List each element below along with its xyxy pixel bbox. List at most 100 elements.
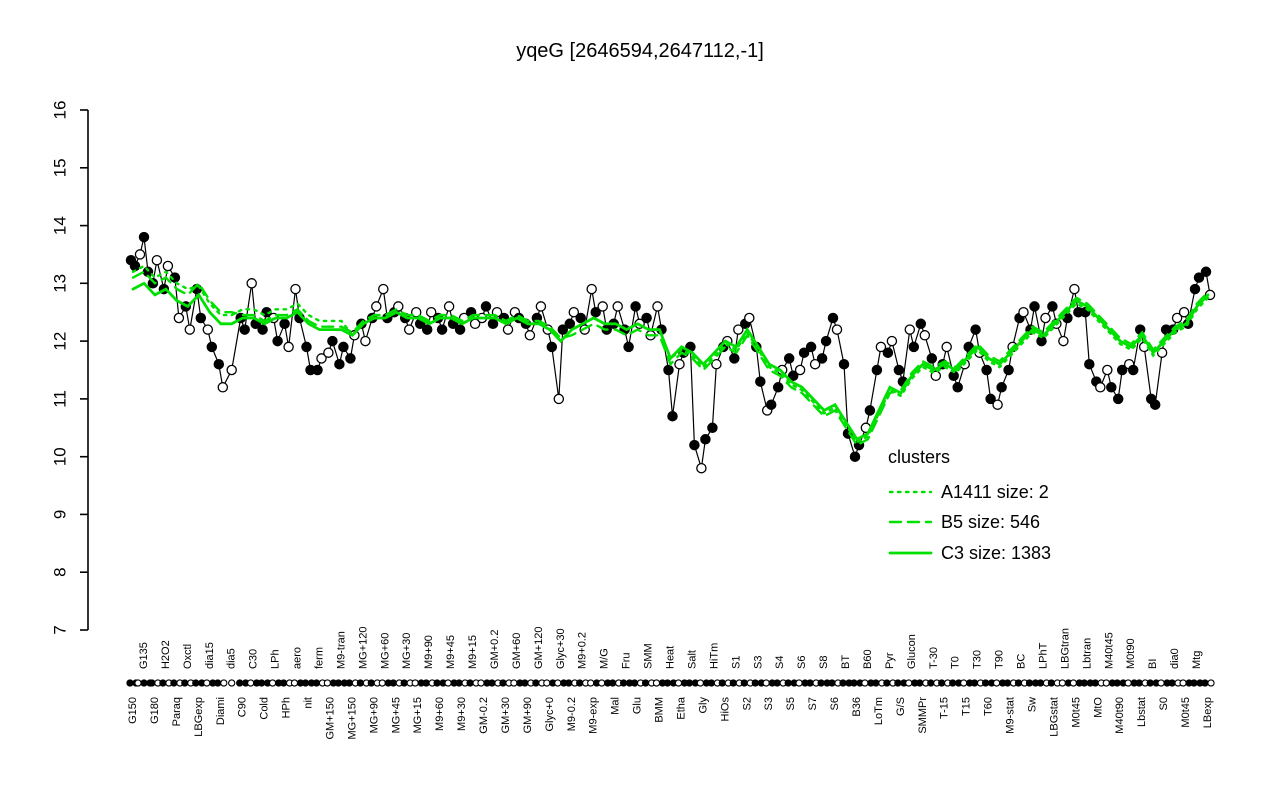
axis-array-dot xyxy=(707,679,716,687)
axis-array-dot xyxy=(257,679,266,687)
axis-array-dot xyxy=(817,679,825,687)
axis-array-dot xyxy=(795,679,803,687)
axis-array-dot xyxy=(1080,679,1088,687)
axis-array-dot xyxy=(938,679,946,687)
data-point-open xyxy=(674,358,685,370)
axis-array-dot xyxy=(1036,679,1045,687)
cluster-line-b5 xyxy=(131,270,1210,447)
data-point-filled xyxy=(915,318,927,330)
axis-array-dot xyxy=(828,679,836,687)
data-point-filled xyxy=(1116,364,1128,376)
x-condition-label: Etha xyxy=(676,696,688,720)
x-condition-label: Glucon xyxy=(906,634,918,669)
axis-array-dot xyxy=(949,679,957,687)
data-point-filled xyxy=(729,353,740,364)
x-condition-label: LBGstat xyxy=(1048,697,1060,737)
x-condition-label: T60 xyxy=(983,697,995,716)
data-point-filled xyxy=(952,382,963,393)
axis-array-dot xyxy=(652,679,661,687)
axis-array-dot xyxy=(400,679,408,687)
data-point-filled xyxy=(623,341,634,353)
x-condition-label: BT xyxy=(840,655,852,669)
x-condition-label: LoTm xyxy=(873,697,885,725)
legend-label-a1411: A1411 size: 2 xyxy=(941,482,1049,502)
axis-array-dot xyxy=(279,679,288,687)
cluster-line-a1411 xyxy=(131,264,1210,444)
axis-array-dot xyxy=(126,679,134,687)
data-point-open xyxy=(184,324,196,335)
x-condition-label: G180 xyxy=(149,697,161,724)
legend-title: clusters xyxy=(888,447,950,467)
axis-array-dot xyxy=(181,679,189,687)
data-point-filled xyxy=(590,306,601,318)
axis-array-dot xyxy=(784,679,792,687)
x-condition-label: dia15 xyxy=(204,642,216,669)
x-condition-label: Gly xyxy=(697,697,709,714)
axis-array-dot xyxy=(301,679,310,687)
axis-array-dot xyxy=(214,679,222,687)
data-point-filled xyxy=(798,347,810,358)
x-condition-label: T-30 xyxy=(928,647,940,669)
axis-array-dot xyxy=(960,679,968,687)
x-condition-label: ferm xyxy=(314,647,326,669)
x-condition-label: S0 xyxy=(1158,697,1170,710)
y-axis: 7 8 9 10 11 12 13 14 15 16 xyxy=(51,101,89,635)
axis-array-dot xyxy=(334,679,343,687)
axis-array-dot xyxy=(565,679,573,687)
data-point-filled xyxy=(213,358,225,370)
x-condition-label: GM+120 xyxy=(533,627,545,670)
x-condition-label: Glu xyxy=(632,697,644,714)
expression-line xyxy=(130,236,1211,469)
axis-array-dot xyxy=(861,679,869,687)
axis-array-dot xyxy=(159,679,167,687)
data-point-filled xyxy=(487,318,499,330)
axis-array-dot xyxy=(992,679,1001,687)
x-condition-label: M40t45 xyxy=(1103,632,1115,669)
x-condition-label: M40t90 xyxy=(1114,697,1126,734)
axis-array-dot xyxy=(916,679,924,687)
x-condition-label: T15 xyxy=(961,697,973,716)
x-condition-label: BI xyxy=(1147,659,1159,669)
data-point-filled xyxy=(1189,283,1201,295)
x-condition-label: Heat xyxy=(665,646,677,669)
axis-array-dot xyxy=(773,679,781,687)
axis-array-dot xyxy=(378,679,386,687)
data-point-open xyxy=(597,301,608,312)
axis-array-dot xyxy=(751,679,759,687)
data-point-filled xyxy=(301,341,312,353)
axis-array-dot xyxy=(466,679,474,687)
data-point-filled xyxy=(1193,272,1205,283)
axis-array-dot xyxy=(587,679,595,687)
x-condition-label: LBexp xyxy=(1202,697,1214,728)
x-condition-label: BMM xyxy=(654,697,666,723)
axis-array-dot xyxy=(203,679,211,687)
x-condition-label: S5 xyxy=(785,697,797,710)
x-condition-label: Salt xyxy=(686,650,698,669)
x-condition-label: MtO xyxy=(1092,697,1104,718)
data-point-open xyxy=(941,341,952,353)
axis-array-dot xyxy=(1102,679,1110,687)
data-point-filled xyxy=(1047,301,1058,312)
axis-array-dot xyxy=(1069,679,1078,687)
x-condition-label: GM+30 xyxy=(500,697,512,733)
data-point-filled xyxy=(838,358,850,370)
data-point-open xyxy=(371,301,382,312)
data-point-filled xyxy=(707,422,718,434)
axis-array-dot xyxy=(1003,679,1012,687)
data-point-open xyxy=(696,462,707,474)
axis-array-dot xyxy=(894,679,902,687)
x-condition-label: HPh xyxy=(281,697,293,718)
x-condition-label: M9-stat xyxy=(1005,697,1017,734)
data-point-filled xyxy=(827,312,839,324)
axis-array-dot xyxy=(1047,679,1056,687)
x-condition-label: Glyc+0 xyxy=(544,697,556,732)
data-point-filled xyxy=(436,324,448,335)
data-point-filled xyxy=(1106,382,1117,393)
axis-array-dot xyxy=(543,679,551,687)
data-point-open xyxy=(919,330,931,341)
x-condition-label: M9+15 xyxy=(467,635,479,669)
data-point-filled xyxy=(272,335,283,347)
x-condition-label: MG+150 xyxy=(346,697,358,740)
axis-array-dot xyxy=(134,679,142,687)
axis-array-dot xyxy=(367,679,375,687)
